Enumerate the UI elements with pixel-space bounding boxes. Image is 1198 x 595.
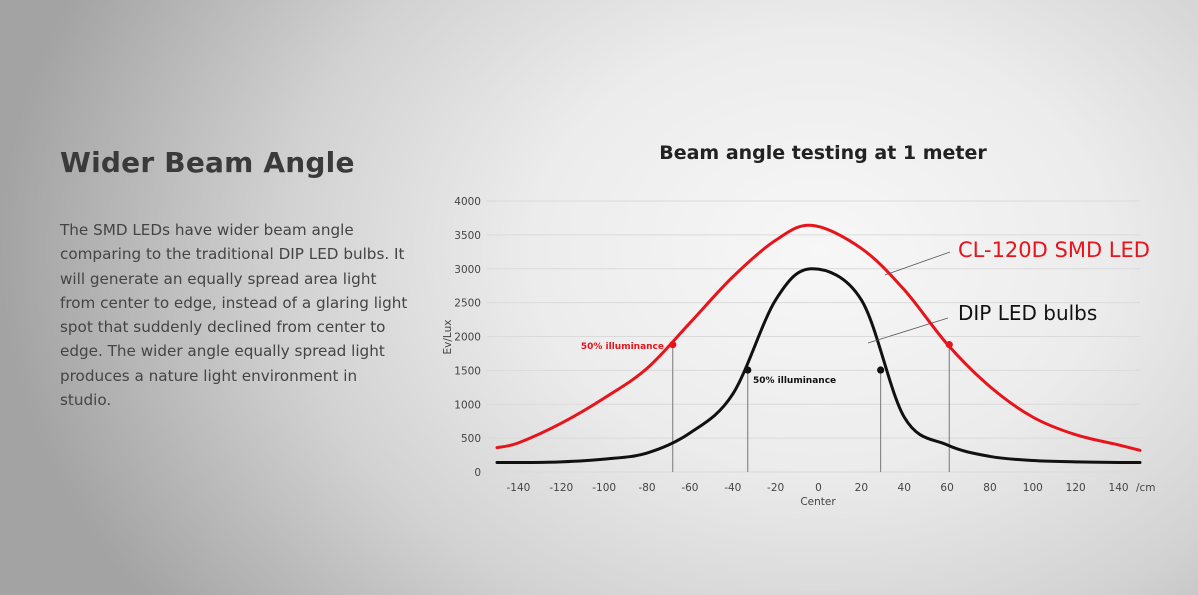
y-tick-label: 1000 <box>454 399 481 411</box>
legend-dip-led: DIP LED bulbs <box>958 301 1097 325</box>
x-tick-label: -40 <box>724 482 741 494</box>
x-tick-label: 40 <box>898 482 911 494</box>
x-tick-label: -80 <box>638 482 655 494</box>
y-tick-label: 0 <box>474 467 481 479</box>
x-tick-label: 0 <box>815 482 822 494</box>
x-tick-label: -60 <box>681 482 698 494</box>
legend-smd-led: CL-120D SMD LED <box>958 238 1150 262</box>
x-tick-label: 80 <box>983 482 996 494</box>
x-axis-label: Center <box>800 496 836 508</box>
y-tick-label: 2500 <box>454 298 481 310</box>
y-tick-label: 3000 <box>454 264 481 276</box>
x-tick-label: 140 <box>1109 482 1129 494</box>
x-tick-label: 120 <box>1066 482 1086 494</box>
section-heading: Wider Beam Angle <box>60 146 355 179</box>
section-paragraph: The SMD LEDs have wider beam angle compa… <box>60 221 408 410</box>
chart-title: Beam angle testing at 1 meter <box>659 142 987 164</box>
x-tick-label: -20 <box>767 482 784 494</box>
y-tick-label: 3500 <box>454 230 481 242</box>
smd-led-line <box>495 223 1142 452</box>
smd-leader-line <box>884 251 951 276</box>
smd-50-label: 50% illuminance <box>581 342 664 352</box>
x-tick-label: -140 <box>507 482 531 494</box>
x-tick-label: 100 <box>1023 482 1043 494</box>
half-illuminance-point <box>877 366 885 374</box>
y-axis-label: Ev/Lux <box>442 320 454 355</box>
half-illuminance-point <box>945 341 953 349</box>
y-tick-label: 1500 <box>454 365 481 377</box>
half-illuminance-point <box>669 341 677 349</box>
half-illuminance-point <box>744 366 752 374</box>
dip-led-line <box>495 267 1142 465</box>
dip-50-label: 50% illuminance <box>753 376 836 386</box>
y-tick-label: 4000 <box>454 196 481 208</box>
x-tick-label: -100 <box>592 482 616 494</box>
x-tick-label: 60 <box>940 482 953 494</box>
x-unit-label: /cm <box>1136 482 1156 494</box>
x-tick-label: 20 <box>855 482 868 494</box>
y-tick-label: 2000 <box>454 332 481 344</box>
dip-leader-line <box>867 317 949 344</box>
x-tick-label: -120 <box>549 482 573 494</box>
y-tick-label: 500 <box>461 433 481 445</box>
